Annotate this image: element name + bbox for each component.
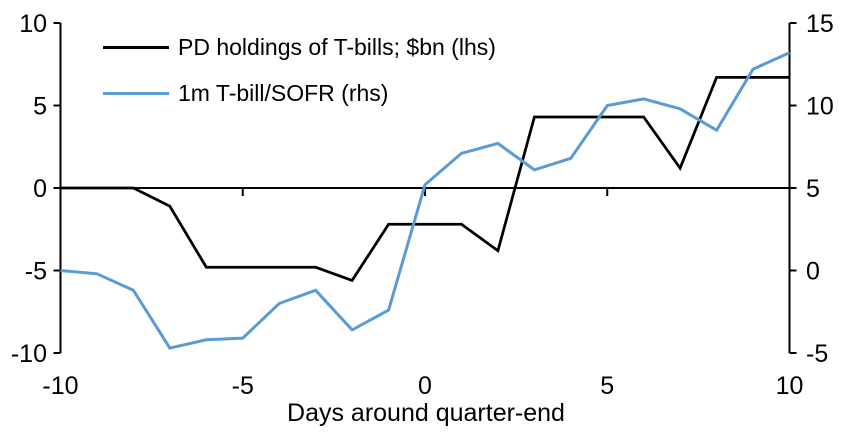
legend-label-pd-holdings: PD holdings of T-bills; $bn (lhs)	[178, 34, 496, 60]
right-axis-tick-label: 5	[806, 175, 820, 203]
right-axis-tick-label: 15	[806, 10, 834, 38]
legend-line-sample-blue	[103, 91, 169, 95]
left-axis-tick-label: -10	[11, 340, 47, 368]
x-axis-tick-label: -10	[42, 372, 78, 400]
right-axis-tick-label: 10	[806, 93, 834, 121]
x-axis-tick-label: 0	[418, 372, 432, 400]
left-axis-tick-label: 0	[33, 175, 47, 203]
legend-line-sample-black	[103, 45, 169, 49]
x-axis-tick-label: 10	[776, 372, 804, 400]
legend-item-pd-holdings: PD holdings of T-bills; $bn (lhs)	[103, 34, 496, 60]
x-axis-tick-label: -5	[232, 372, 254, 400]
left-axis-tick-label: 10	[19, 10, 47, 38]
x-axis-tick-label: 5	[600, 372, 614, 400]
series-line-pd-holdings	[60, 76, 790, 283]
legend-item-tbill-sofr: 1m T-bill/SOFR (rhs)	[103, 80, 388, 106]
left-axis-tick-label: 5	[33, 93, 47, 121]
series-line-tbill-sofr	[60, 51, 791, 350]
left-axis-tick-label: -5	[25, 258, 47, 286]
legend-label-tbill-sofr: 1m T-bill/SOFR (rhs)	[178, 80, 389, 106]
right-axis-tick-label: 0	[806, 258, 820, 286]
right-axis-tick-label: -5	[806, 340, 828, 368]
x-axis-title: Days around quarter-end	[287, 399, 565, 427]
